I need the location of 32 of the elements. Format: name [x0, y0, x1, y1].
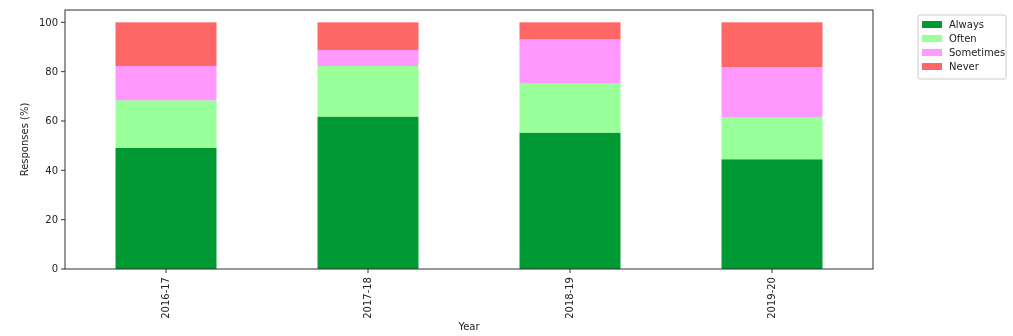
bar [721, 117, 823, 160]
bar [519, 132, 621, 269]
bar [519, 39, 621, 84]
legend-label: Always [949, 19, 985, 31]
y-tick-label: 80 [45, 65, 58, 77]
bar [115, 65, 217, 101]
y-tick-label: 20 [45, 213, 58, 225]
bar [317, 116, 419, 269]
bar [721, 159, 823, 269]
x-axis-title: Year [457, 321, 481, 332]
x-tick-label: 2018-19 [564, 277, 576, 319]
bar [317, 65, 419, 117]
y-tick-label: 100 [38, 16, 58, 28]
bar [317, 49, 419, 66]
bar [519, 83, 621, 133]
y-axis-title: Responses (%) [19, 102, 30, 177]
x-tick-label: 2019-20 [766, 277, 778, 319]
y-tick-label: 0 [51, 263, 58, 275]
bar [519, 22, 621, 40]
bar [115, 22, 217, 66]
bar [721, 66, 823, 118]
bar [115, 100, 217, 148]
bar [721, 22, 823, 67]
x-tick-label: 2017-18 [362, 277, 374, 319]
legend-label: Often [949, 33, 977, 45]
legend-label: Sometimes [949, 47, 1006, 59]
legend-label: Never [949, 61, 980, 73]
bar [317, 22, 419, 50]
y-tick-label: 60 [45, 115, 58, 127]
x-tick-label: 2016-17 [160, 277, 172, 319]
bar [115, 147, 217, 269]
y-tick-label: 40 [45, 164, 58, 176]
